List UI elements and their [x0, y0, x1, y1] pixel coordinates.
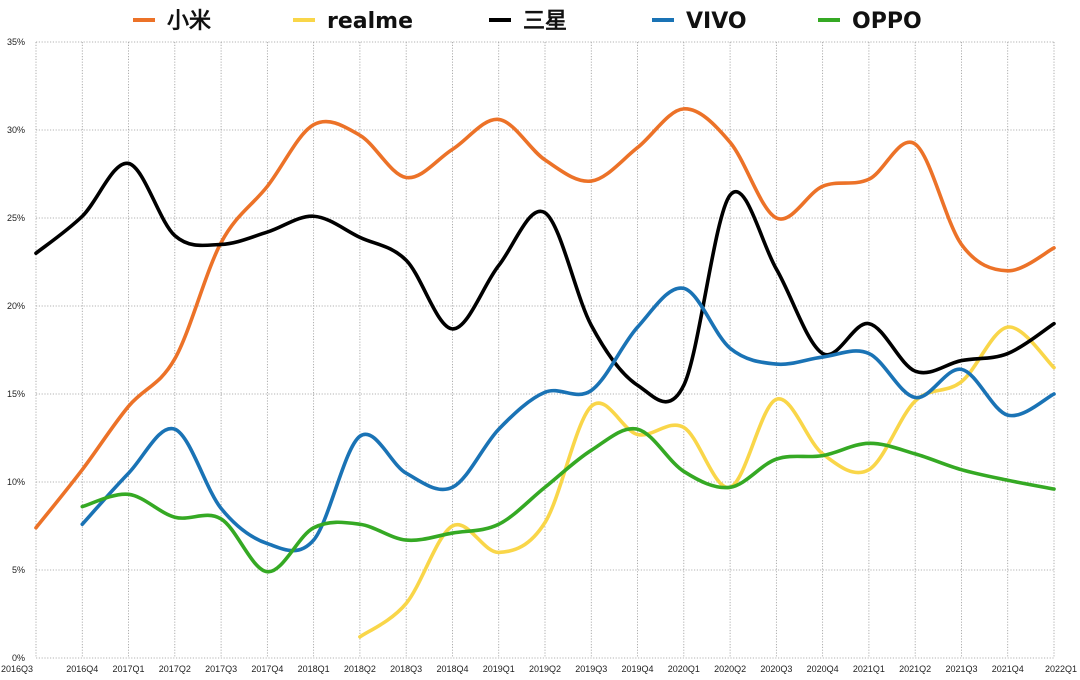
- x-tick-label: 2021Q3: [945, 664, 977, 674]
- x-tick-label: 2016Q4: [66, 664, 98, 674]
- x-tick-label: 2022Q1: [1045, 664, 1077, 674]
- x-tick-label: 2019Q1: [483, 664, 515, 674]
- x-tick-label: 2020Q3: [760, 664, 792, 674]
- legend-label-samsung: 三星: [523, 9, 567, 34]
- x-tick-label: 2021Q1: [853, 664, 885, 674]
- series-line-samsung: [34, 161, 1056, 404]
- x-tick-label: 2021Q4: [992, 664, 1024, 674]
- x-tick-label: 2017Q1: [113, 664, 145, 674]
- series-line-xiaomi: [34, 107, 1056, 530]
- x-tick-label: 2018Q1: [298, 664, 330, 674]
- x-tick-label: 2017Q4: [251, 664, 283, 674]
- x-axis-tick-labels: 2016Q3 2016Q4 2017Q1 2017Q2 2017Q3 2017Q4 2018…: [1, 664, 1077, 674]
- x-tick-label: 2018Q4: [436, 664, 468, 674]
- x-tick-label: 2017Q3: [205, 664, 237, 674]
- y-axis-tick-labels: 0% 5% 10% 15% 20% 25% 30% 35%: [7, 37, 25, 663]
- y-tick-label: 15%: [7, 389, 25, 399]
- x-tick-label: 2016Q3: [1, 664, 33, 674]
- legend-label-vivo: VIVO: [686, 9, 747, 34]
- y-tick-label: 25%: [7, 213, 25, 223]
- legend-label-xiaomi: 小米: [167, 9, 212, 34]
- legend: 小米 realme 三星 VIVO OPPO: [133, 9, 922, 34]
- y-tick-label: 30%: [7, 125, 25, 135]
- series-line-oppo: [80, 426, 1056, 574]
- grid: [35, 41, 1055, 659]
- x-tick-label: 2018Q2: [344, 664, 376, 674]
- x-tick-label: 2019Q2: [529, 664, 561, 674]
- y-tick-label: 35%: [7, 37, 25, 47]
- x-tick-label: 2018Q3: [390, 664, 422, 674]
- x-tick-label: 2019Q3: [575, 664, 607, 674]
- y-tick-label: 20%: [7, 301, 25, 311]
- x-tick-label: 2020Q4: [807, 664, 839, 674]
- y-tick-label: 10%: [7, 477, 25, 487]
- legend-label-realme: realme: [327, 9, 413, 34]
- x-tick-label: 2019Q4: [622, 664, 654, 674]
- x-tick-label: 2017Q2: [159, 664, 191, 674]
- y-tick-label: 0%: [12, 653, 25, 663]
- legend-label-oppo: OPPO: [852, 9, 922, 34]
- x-tick-label: 2020Q1: [668, 664, 700, 674]
- series-lines: [34, 107, 1056, 639]
- x-tick-label: 2021Q2: [899, 664, 931, 674]
- series-line-vivo: [80, 286, 1056, 553]
- x-tick-label: 2020Q2: [714, 664, 746, 674]
- y-tick-label: 5%: [12, 565, 25, 575]
